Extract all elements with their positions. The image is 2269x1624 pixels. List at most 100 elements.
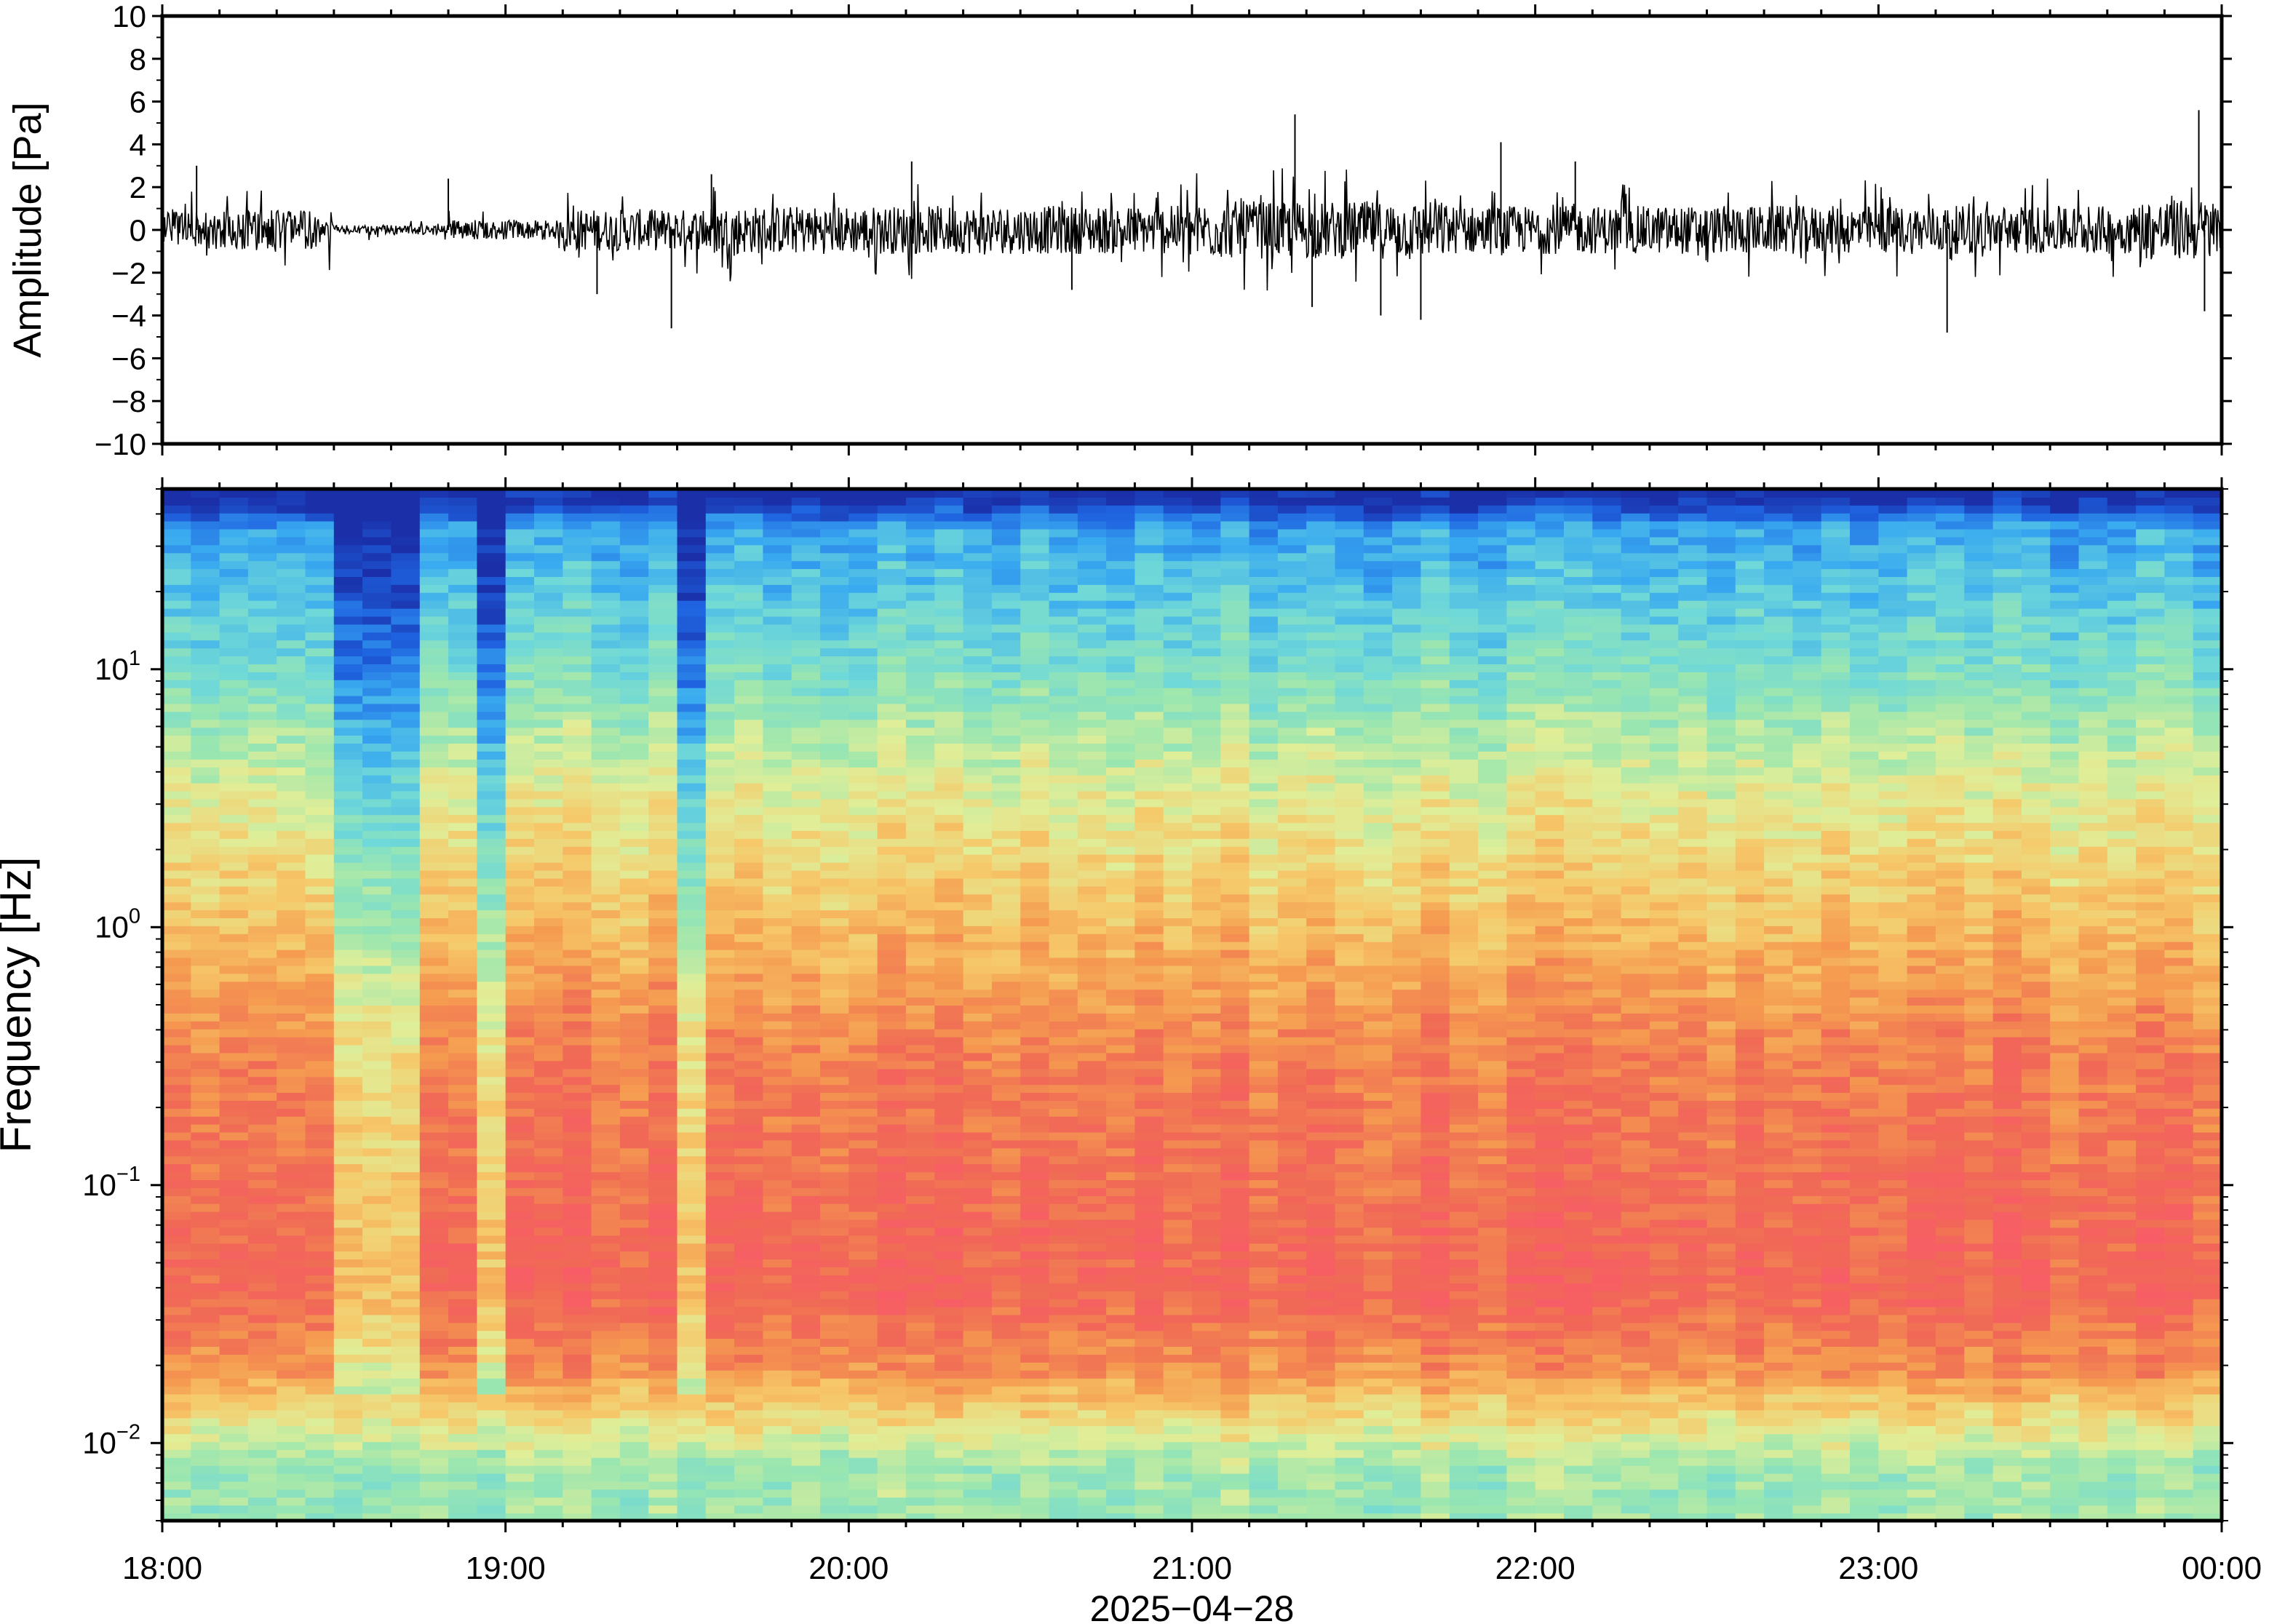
spectrogram-cell: [1077, 727, 1108, 736]
waveform-ytick-label-1: −8: [111, 384, 146, 418]
spectrogram-cell: [333, 885, 364, 895]
spectrogram-cell: [963, 1513, 993, 1521]
spectrogram-cell: [162, 853, 192, 863]
spectrogram-cell: [934, 1203, 964, 1212]
spectrogram-cell: [305, 552, 335, 562]
spectrogram-cell: [305, 981, 335, 990]
spectrogram-cell: [305, 1346, 335, 1355]
spectrogram-cell: [1020, 774, 1050, 784]
spectrogram-cell: [362, 1084, 392, 1093]
spectrogram-cell: [1192, 719, 1222, 728]
spectrogram-cell: [1020, 1005, 1050, 1014]
spectrogram-cell: [591, 1155, 621, 1165]
spectrogram-cell: [877, 1020, 907, 1030]
spectrogram-cell: [591, 989, 621, 998]
spectrogram-cell: [820, 1139, 850, 1149]
spectrogram-cell: [905, 671, 936, 680]
spectrogram-cell: [905, 592, 936, 601]
spectrogram-cell: [849, 695, 878, 704]
spectrogram-cell: [534, 1282, 564, 1291]
spectrogram-cell: [563, 877, 592, 887]
spectrogram-cell: [1134, 711, 1164, 720]
waveform-ytick-label-8: 6: [130, 85, 146, 119]
spectrogram-cell: [934, 1298, 964, 1307]
spectrogram-cell: [820, 1497, 850, 1506]
spectrogram-cell: [1163, 1195, 1193, 1204]
spectrogram-cell: [563, 814, 592, 824]
spectrogram-cell: [1020, 822, 1050, 831]
spectrogram-cell: [763, 1290, 792, 1299]
spectrogram-cell: [448, 1020, 478, 1030]
spectrogram-cell: [1020, 869, 1050, 879]
spectrogram-cell: [362, 1243, 392, 1252]
spectrogram-cell: [1134, 933, 1164, 942]
spectrogram-cell: [877, 758, 907, 768]
spectrogram-cell: [1163, 893, 1193, 903]
spectrogram-cell: [734, 711, 764, 720]
spectrogram-cell: [905, 1092, 936, 1101]
spectrogram-cell: [963, 1115, 993, 1125]
spectrogram-cell: [247, 1203, 278, 1212]
spectrogram-cell: [1220, 1298, 1250, 1307]
spectrogram-cell: [1163, 544, 1193, 554]
spectrogram-cell: [677, 1361, 707, 1371]
spectrogram-cell: [333, 1353, 364, 1363]
spectrogram-cell: [591, 1361, 621, 1371]
spectrogram-cell: [934, 1259, 964, 1267]
spectrogram-cell: [305, 949, 335, 958]
spectrogram-cell: [333, 1401, 364, 1411]
spectrogram-cell: [277, 893, 306, 903]
spectrogram-cell: [419, 1012, 450, 1022]
spectrogram-cell: [1163, 758, 1193, 768]
spectrogram-cell: [505, 1409, 535, 1419]
spectrogram-cell: [791, 981, 821, 990]
spectrogram-cell: [619, 1131, 650, 1141]
spectrogram-cell: [763, 512, 792, 522]
spectrogram-cell: [763, 1259, 792, 1267]
spectrogram-cell: [991, 1084, 1022, 1093]
spectrogram-cell: [1020, 1457, 1050, 1466]
spectrogram-cell: [763, 965, 792, 974]
spectrogram-cell: [734, 671, 764, 680]
spectrogram-cell: [591, 1020, 621, 1030]
spectrogram-cell: [305, 845, 335, 855]
spectrogram-cell: [362, 957, 392, 966]
spectrogram-cell: [648, 1497, 678, 1506]
spectrogram-cell: [1049, 1473, 1078, 1482]
spectrogram-cell: [477, 933, 506, 942]
spectrogram-cell: [591, 758, 621, 768]
spectrogram-cell: [1134, 989, 1164, 998]
spectrogram-cell: [448, 885, 478, 895]
spectrogram-cell: [877, 1012, 907, 1022]
spectrogram-cell: [763, 1219, 792, 1228]
spectrogram-cell: [305, 1385, 335, 1395]
spectrogram-cell: [1077, 1497, 1108, 1506]
spectrogram-cell: [591, 1227, 621, 1236]
spectrogram-cell: [247, 568, 278, 577]
spectrogram-cell: [591, 1092, 621, 1101]
spectrogram-cell: [1049, 1401, 1078, 1411]
spectrogram-cell: [763, 600, 792, 609]
spectrogram-cell: [505, 528, 535, 538]
spectrogram-cell: [191, 1489, 220, 1498]
spectrogram-cell: [333, 687, 364, 696]
spectrogram-cell: [877, 806, 907, 816]
spectrogram-cell: [1163, 1409, 1193, 1419]
spectrogram-cell: [705, 1044, 736, 1054]
spectrogram-cell: [849, 1282, 878, 1291]
spectrogram-cell: [362, 568, 392, 577]
spectrogram-cell: [563, 925, 592, 934]
spectrogram-cell: [591, 1346, 621, 1355]
spectrogram-cell: [619, 1457, 650, 1466]
spectrogram-cell: [963, 1012, 993, 1022]
spectrogram-cell: [1020, 536, 1050, 546]
spectrogram-cell: [877, 901, 907, 911]
spectrogram-cell: [362, 496, 392, 506]
spectrogram-cell: [791, 766, 821, 776]
spectrogram-cell: [219, 1465, 249, 1474]
spectrogram-cell: [591, 624, 621, 633]
spectrogram-cell: [247, 1465, 278, 1474]
spectrogram-cell: [1020, 496, 1050, 506]
spectrogram-cell: [705, 869, 736, 879]
